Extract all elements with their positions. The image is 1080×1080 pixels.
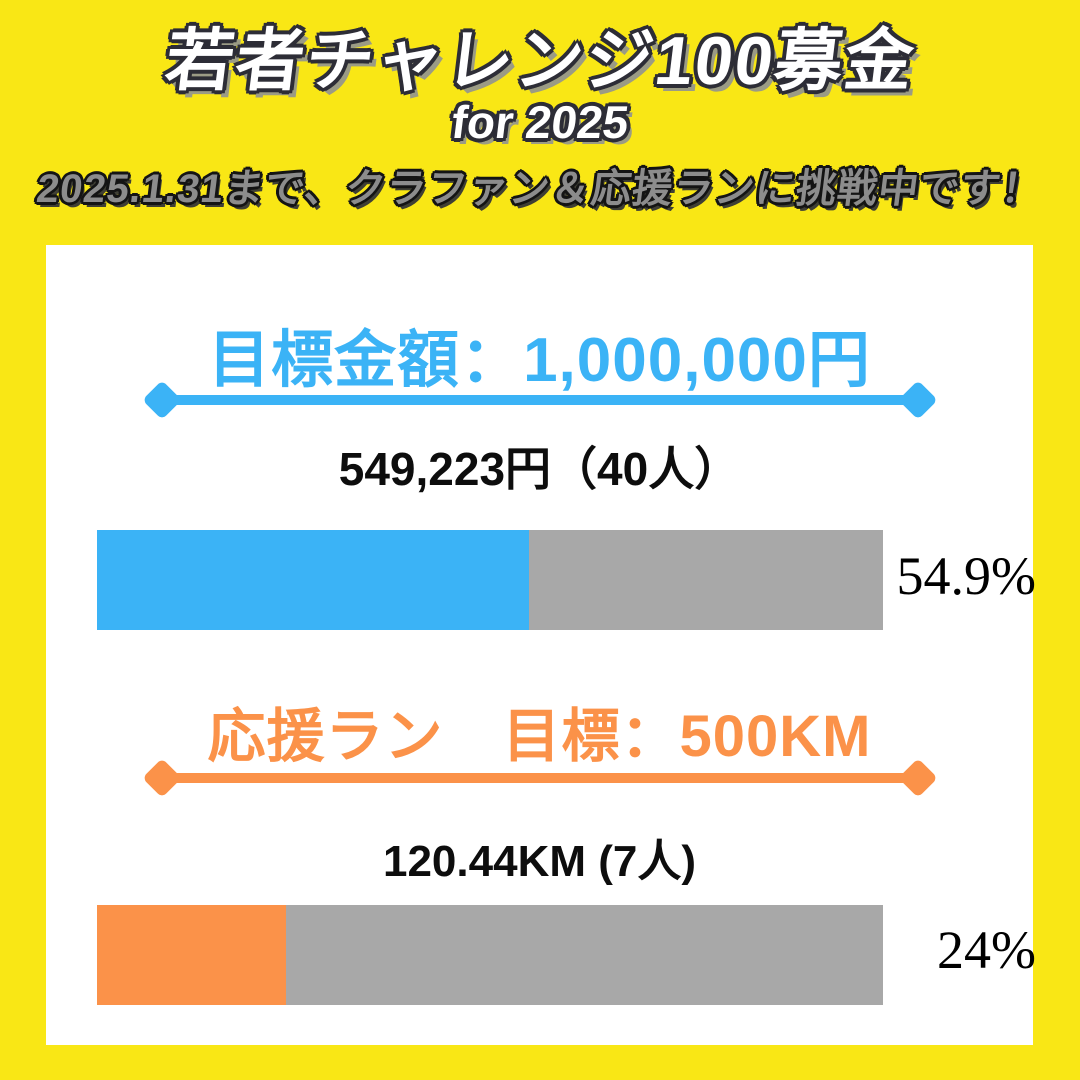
run-percent-label: 24% — [937, 920, 1036, 980]
page-title: 若者チャレンジ100募金 — [0, 23, 1080, 99]
crowdfunding-current-amount: 549,223円（40人） — [338, 443, 741, 495]
run-progress-bar — [97, 905, 883, 1005]
crowdfunding-goal-heading: 目標金額：1,000,000円 — [208, 326, 871, 395]
page-subtitle: for 2025 — [0, 96, 1080, 149]
crowdfunding-divider-line — [141, 380, 938, 420]
campaign-banner: 2025.1.31まで、クラファン＆応援ランに挑戦中です！ — [0, 167, 1080, 212]
run-goal-heading: 応援ラン 目標：500KM — [207, 704, 872, 769]
run-divider-line — [141, 758, 938, 798]
page-title-text: 若者チャレンジ100募金 — [161, 23, 920, 99]
run-current-distance: 120.44KM (7人) — [382, 837, 696, 886]
campaign-banner-text: 2025.1.31まで、クラファン＆応援ランに挑戦中です！ — [34, 167, 1046, 212]
crowdfunding-progress-fill — [97, 530, 529, 630]
crowdfunding-percent-label: 54.9% — [896, 546, 1036, 606]
page-subtitle-text: for 2025 — [448, 96, 632, 149]
header: 若者チャレンジ100募金 for 2025 2025.1.31まで、クラファン＆… — [0, 0, 1080, 212]
crowdfunding-progress-bar — [97, 530, 883, 630]
progress-card: 目標金額：1,000,000円 549,223円（40人） 54.9% 応援ラン… — [46, 245, 1036, 1045]
run-progress-fill — [97, 905, 286, 1005]
